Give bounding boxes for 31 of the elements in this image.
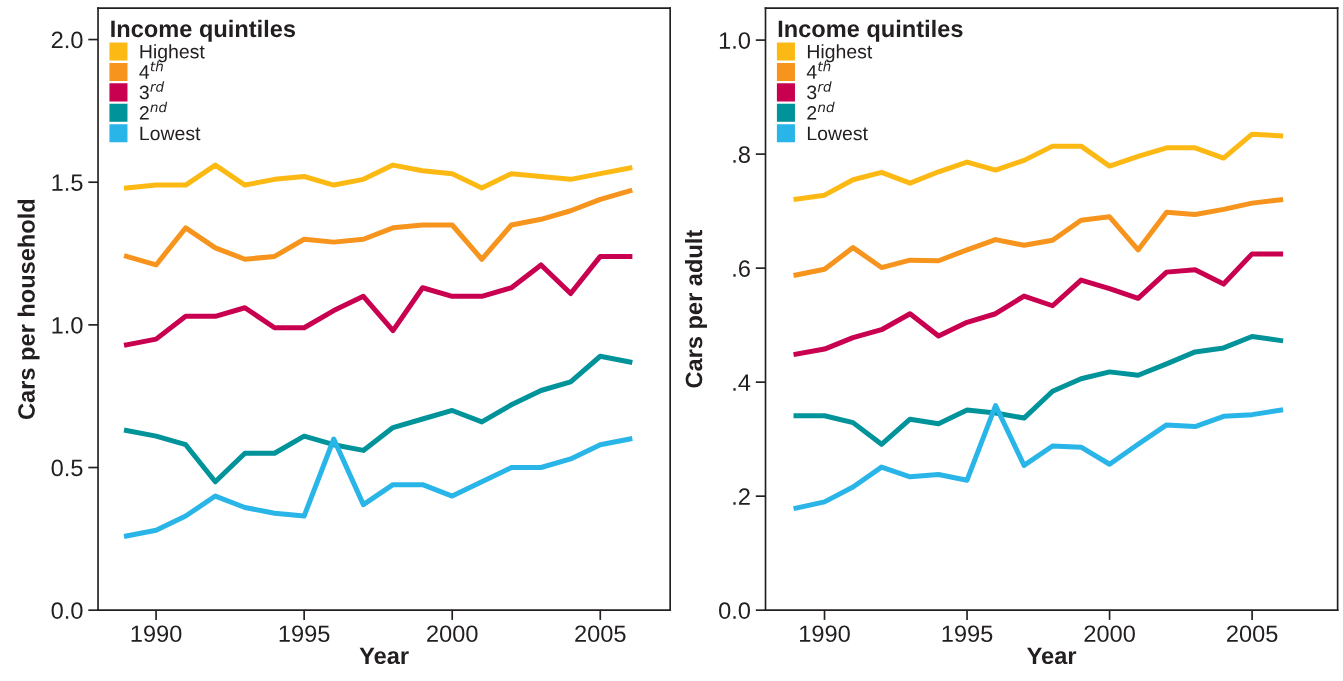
y-tick-label: .6 bbox=[733, 260, 750, 277]
y-tick-label: 1.0 bbox=[719, 32, 751, 49]
x-axis-title: Year bbox=[359, 647, 409, 665]
y-tick-label: 0.0 bbox=[51, 602, 83, 619]
y-tick-label: .4 bbox=[733, 374, 751, 391]
legend-title: Income quintiles bbox=[778, 19, 963, 42]
y-axis-title: Cars per adult bbox=[684, 230, 707, 388]
y-tick-label: 1.5 bbox=[52, 174, 83, 191]
x-tick-label: 1990 bbox=[800, 625, 850, 643]
x-tick-label: 2005 bbox=[1227, 625, 1278, 643]
x-tick-label: 1995 bbox=[942, 625, 993, 643]
y-tick-label: 0.0 bbox=[719, 602, 751, 619]
y-tick-label: 2.0 bbox=[51, 31, 83, 49]
legend-label: Lowest bbox=[140, 126, 201, 141]
x-tick-label: 2005 bbox=[575, 625, 626, 643]
x-tick-label: 2000 bbox=[1084, 625, 1135, 643]
y-tick-label: 0.5 bbox=[51, 459, 83, 477]
legend-title: Income quintiles bbox=[111, 19, 296, 42]
legend-label: 2$^{nd}$ bbox=[139, 101, 168, 120]
legend-label: 2$^{nd}$ bbox=[807, 101, 835, 120]
legend-label: 3$^{rd}$ bbox=[807, 81, 832, 100]
legend-label: Lowest bbox=[807, 126, 868, 141]
x-tick-label: 1990 bbox=[131, 625, 182, 643]
legend-label: 3$^{rd}$ bbox=[139, 81, 165, 100]
y-tick-label: .2 bbox=[733, 488, 750, 505]
y-tick-label: 1.0 bbox=[52, 316, 83, 334]
x-tick-label: 2000 bbox=[427, 625, 478, 643]
y-axis-title: Cars per household bbox=[17, 199, 40, 420]
x-tick-label: 1995 bbox=[279, 625, 330, 643]
x-axis-title: Year bbox=[1027, 647, 1077, 665]
y-tick-label: .8 bbox=[733, 146, 750, 163]
